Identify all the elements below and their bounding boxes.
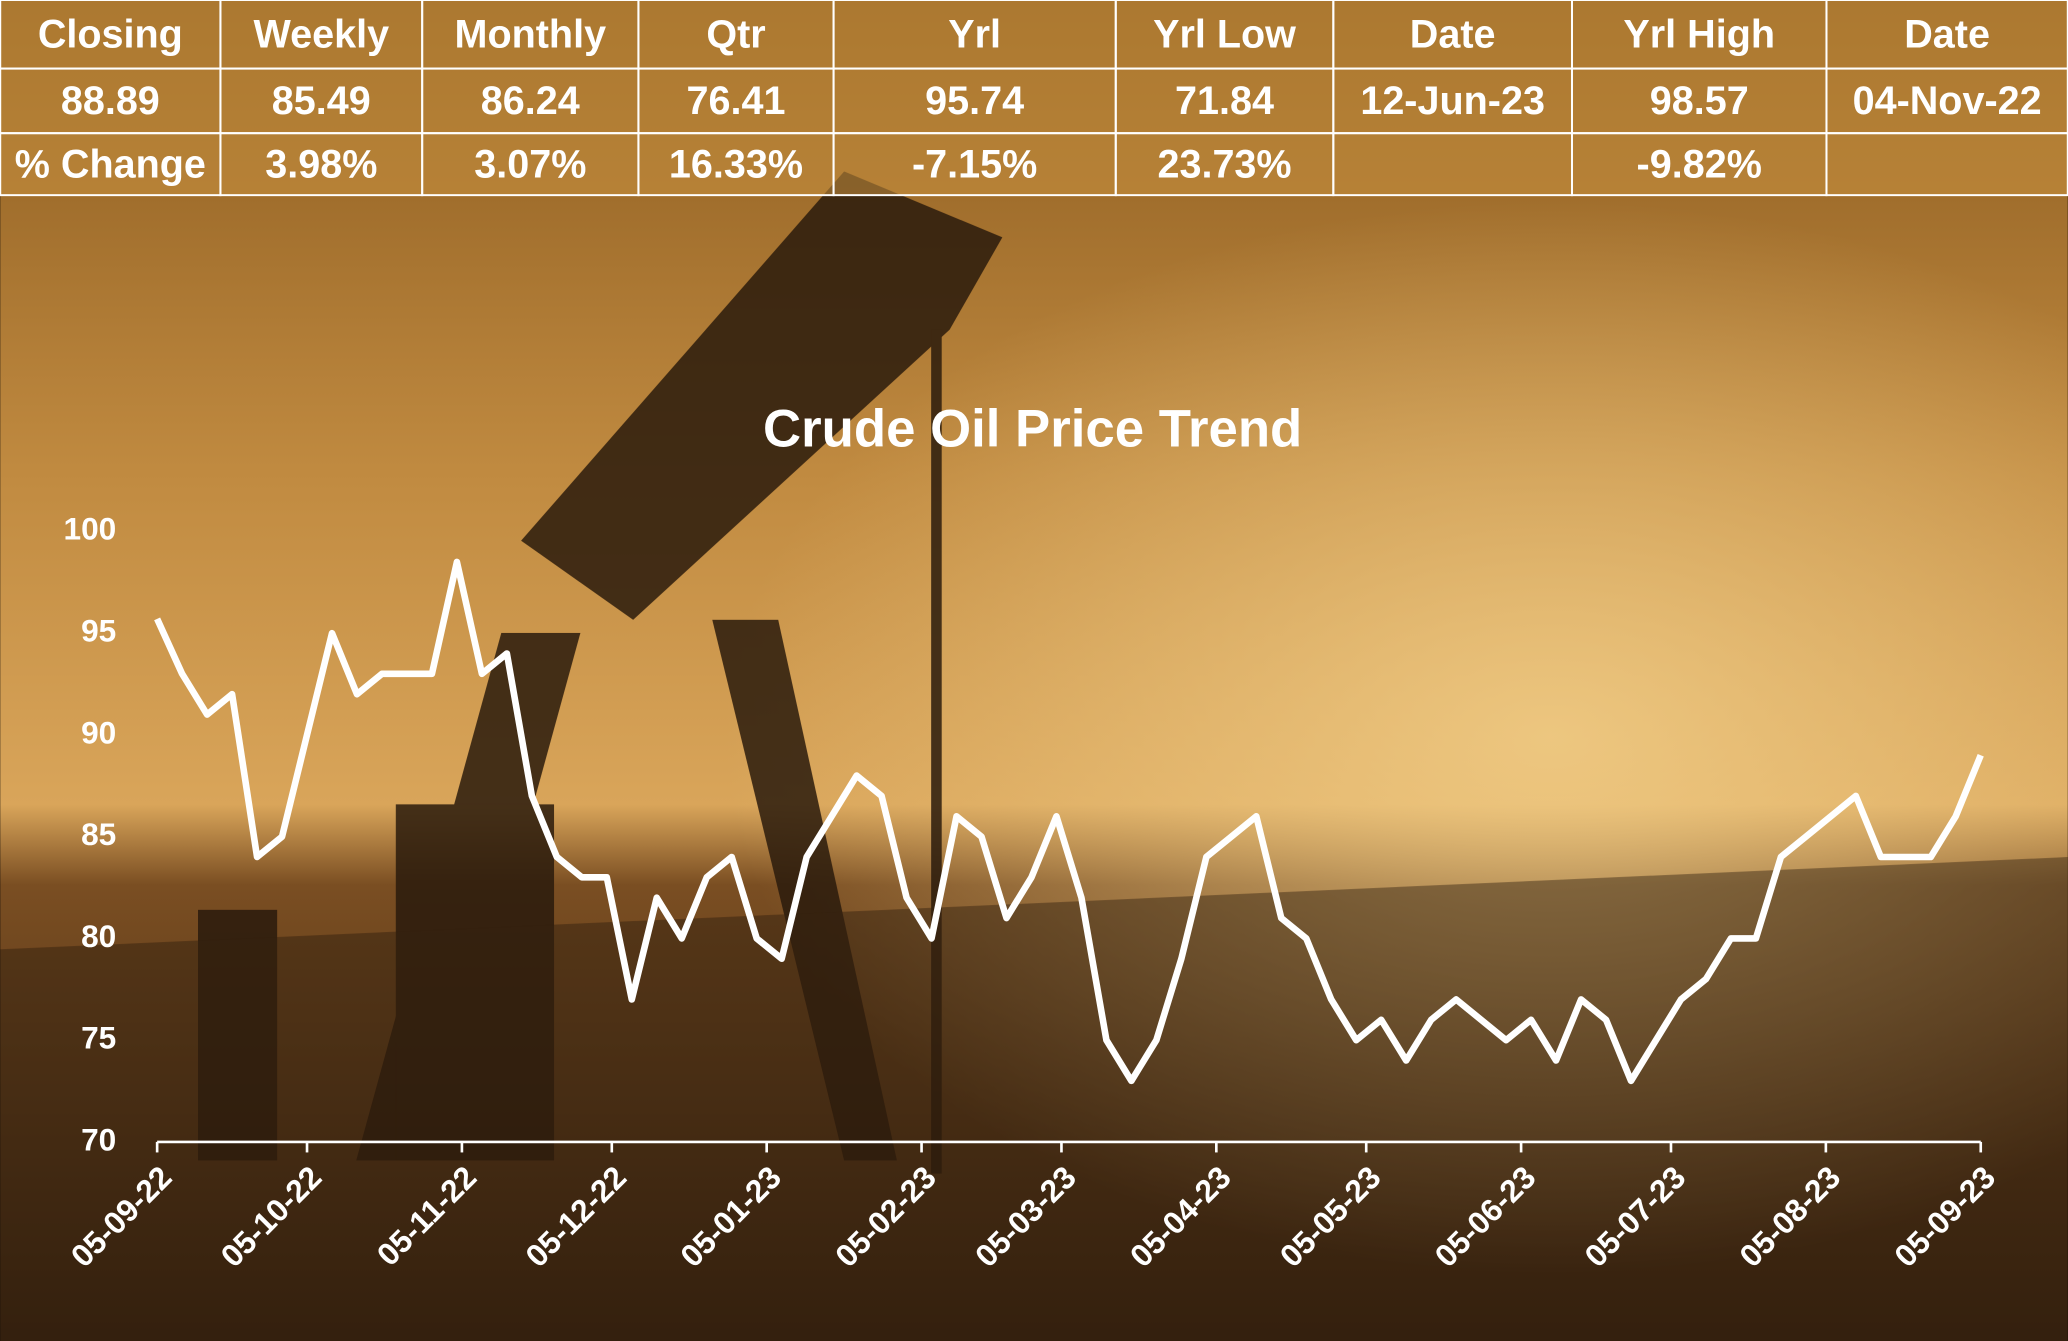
y-tick-label: 85 (81, 816, 116, 852)
table-cell-text: 86.24 (481, 79, 580, 123)
table-cell-text: 88.89 (61, 79, 160, 123)
table-cell-text: Qtr (706, 12, 765, 56)
table-cell-text: 16.33% (669, 142, 803, 186)
table-cell-text: % Change (15, 142, 206, 186)
table-cell-text: Date (1410, 12, 1496, 56)
table-cell-text: 85.49 (272, 79, 371, 123)
y-tick-label: 70 (81, 1121, 116, 1157)
table-cell-text: Closing (38, 12, 183, 56)
y-tick-label: 95 (81, 612, 116, 648)
table-cell-text: 95.74 (925, 79, 1024, 123)
table-background (0, 0, 2068, 196)
table-cell-text: Date (1904, 12, 1990, 56)
y-tick-label: 75 (81, 1020, 116, 1056)
table-cell-text: 3.07% (474, 142, 586, 186)
table-cell-text: Weekly (254, 12, 390, 56)
table-cell-text: Yrl High (1623, 12, 1775, 56)
y-tick-label: 90 (81, 714, 116, 750)
summary-table: Closing Weekly Monthly Qtr Yrl Yrl Low Date Yrl… (0, 0, 2068, 197)
table-cell-text: 3.98% (265, 142, 377, 186)
table-cell-text: -9.82% (1637, 142, 1762, 186)
price-line (154, 558, 1984, 1085)
table-cell-text: 23.73% (1157, 142, 1291, 186)
table-cell-text: 98.57 (1650, 79, 1749, 123)
table-cell-text: Yrl (948, 12, 1001, 56)
chart-title: Crude Oil Price Trend (763, 399, 1302, 458)
table-cell-text: 76.41 (687, 79, 786, 123)
table-cell-text: 04-Nov-22 (1853, 79, 2042, 123)
pump-jack (0, 171, 2068, 1341)
y-tick-label: 80 (81, 918, 116, 954)
y-tick-label: 100 (63, 511, 116, 547)
table-cell-text: Monthly (455, 12, 607, 56)
table-cell-text: -7.15% (912, 142, 1037, 186)
table-cell-text: 71.84 (1175, 79, 1274, 123)
table-cell-text: Yrl Low (1153, 12, 1296, 56)
table-cell-text: 12-Jun-23 (1360, 79, 1545, 123)
